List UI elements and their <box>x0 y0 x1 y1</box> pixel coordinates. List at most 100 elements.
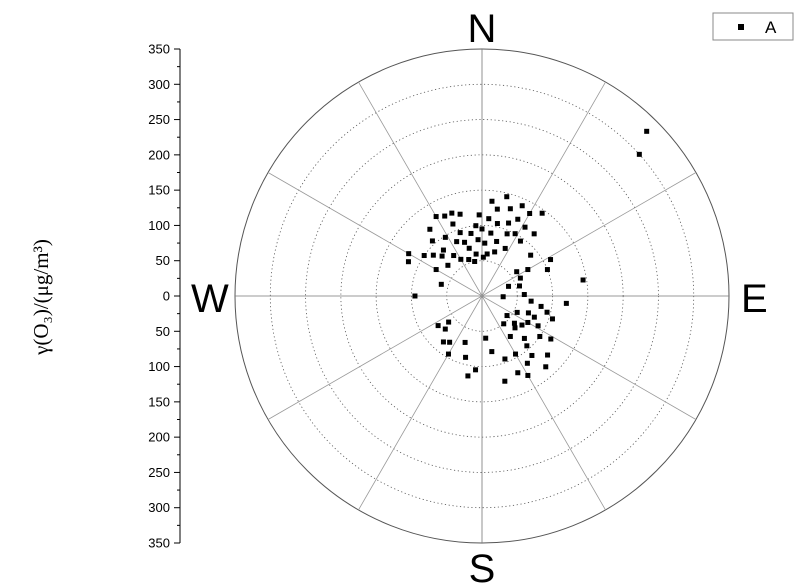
legend: A <box>712 12 794 41</box>
data-point <box>433 214 439 220</box>
radial-tick-label: 0 <box>163 289 170 304</box>
data-point <box>466 245 472 251</box>
data-point <box>548 336 554 342</box>
data-point <box>412 293 418 299</box>
data-point <box>512 231 518 237</box>
data-point <box>488 230 494 236</box>
data-point <box>484 251 490 257</box>
data-point <box>440 247 446 253</box>
data-point <box>531 314 537 320</box>
data-point <box>489 198 495 204</box>
data-point <box>507 206 513 212</box>
grid-spoke <box>267 172 483 297</box>
data-point <box>522 224 528 230</box>
data-point <box>531 231 537 237</box>
compass-label-south: S <box>469 547 496 584</box>
compass-label-north: N <box>468 7 497 51</box>
data-point <box>405 259 411 265</box>
data-point <box>528 252 534 258</box>
data-point <box>521 335 527 341</box>
data-point <box>512 325 518 331</box>
data-point <box>442 326 448 332</box>
data-point <box>489 349 495 355</box>
data-point <box>636 151 642 157</box>
data-point <box>430 252 436 258</box>
data-point <box>504 194 510 200</box>
data-point <box>525 267 531 273</box>
radial-tick-label: 150 <box>148 183 170 198</box>
data-point <box>545 352 551 358</box>
data-point <box>429 238 435 244</box>
data-point <box>486 216 492 222</box>
data-point <box>521 292 527 298</box>
data-point <box>527 210 533 216</box>
data-point <box>501 321 507 327</box>
data-point <box>472 258 478 264</box>
data-point <box>535 323 541 329</box>
y-axis-label: γ(O₃)/(μg/m³) <box>29 239 53 356</box>
data-point <box>517 238 523 244</box>
grid-spoke <box>481 295 606 511</box>
grid-spoke <box>481 81 606 297</box>
data-point <box>492 249 498 255</box>
data-point <box>644 128 650 134</box>
data-point <box>538 303 544 309</box>
radial-tick-label: 250 <box>148 465 170 480</box>
data-point <box>480 254 486 260</box>
radial-tick-label: 50 <box>156 253 170 268</box>
compass-label-east: E <box>741 277 768 321</box>
data-point <box>543 364 549 370</box>
data-point <box>514 309 520 315</box>
data-point <box>517 275 523 281</box>
data-point <box>445 262 451 268</box>
data-point <box>514 269 520 275</box>
data-point <box>515 216 521 222</box>
data-point <box>511 320 517 326</box>
data-point <box>439 253 445 259</box>
data-point <box>544 267 550 273</box>
data-point <box>494 221 500 227</box>
data-point <box>473 367 479 373</box>
data-point <box>504 313 510 319</box>
radial-axis: 350 300 250 200 150 100 50 0 50 100 150 200 250 300 35… <box>148 42 181 551</box>
data-point <box>524 360 530 366</box>
data-point <box>421 253 427 259</box>
data-point <box>563 300 569 306</box>
data-point <box>502 356 508 362</box>
radial-tick-label: 200 <box>148 430 170 445</box>
data-point <box>507 333 513 339</box>
grid-spoke <box>358 295 483 511</box>
radial-tick-label: 350 <box>148 42 170 57</box>
data-point <box>500 294 506 300</box>
data-point <box>451 253 457 259</box>
data-point <box>435 323 441 329</box>
data-point <box>548 257 554 263</box>
data-point <box>506 283 512 289</box>
data-point <box>537 333 543 339</box>
data-point <box>525 319 531 325</box>
data-point <box>525 372 531 378</box>
data-point <box>483 335 489 341</box>
data-point <box>427 226 433 232</box>
data-point <box>475 237 481 243</box>
radial-tick-label: 250 <box>148 112 170 127</box>
data-point <box>515 370 521 376</box>
data-point <box>450 221 456 227</box>
grid-spoke <box>358 81 483 297</box>
data-point <box>529 352 535 358</box>
data-point <box>440 339 446 345</box>
data-point <box>462 239 468 245</box>
data-point <box>442 213 448 219</box>
data-point <box>449 210 455 216</box>
data-point <box>442 234 448 240</box>
data-point <box>468 230 474 236</box>
data-point <box>504 231 510 237</box>
data-point <box>454 239 460 245</box>
data-point <box>447 339 453 345</box>
radial-tick-label: 350 <box>148 536 170 551</box>
data-point <box>458 256 464 262</box>
data-point <box>502 378 508 384</box>
data-point <box>580 277 586 283</box>
data-point <box>438 281 444 287</box>
